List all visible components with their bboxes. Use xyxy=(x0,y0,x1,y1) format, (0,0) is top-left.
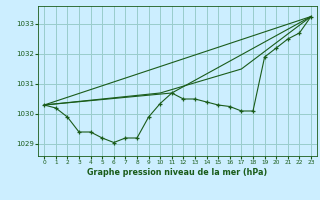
X-axis label: Graphe pression niveau de la mer (hPa): Graphe pression niveau de la mer (hPa) xyxy=(87,168,268,177)
